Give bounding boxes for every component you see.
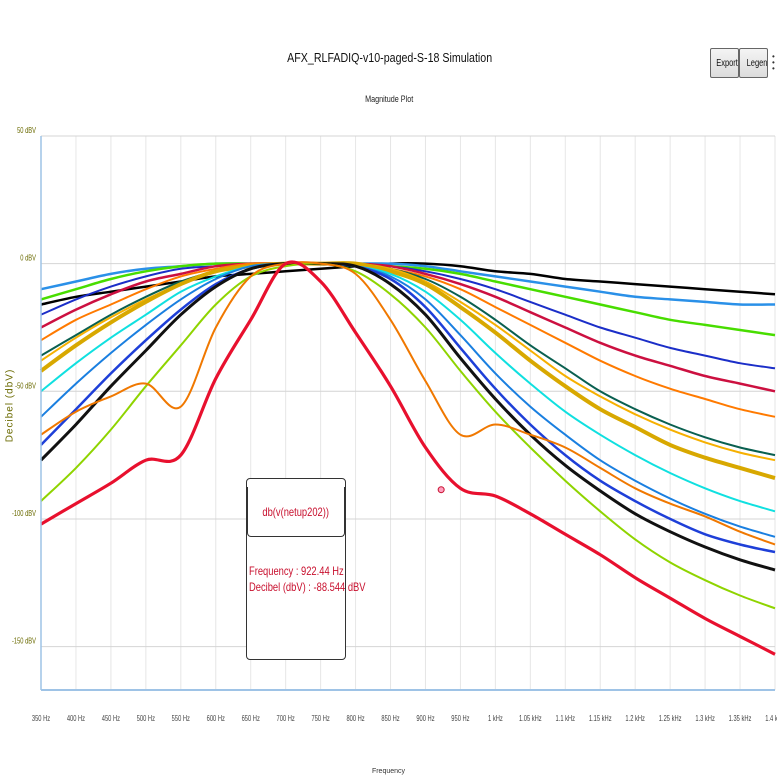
x-tick-label: 400 Hz: [67, 715, 86, 723]
tooltip-frequency: Frequency : 922.44 Hz: [249, 564, 344, 578]
y-axis-label: Decibel (dbV): [4, 368, 16, 443]
x-tick-label: 700 Hz: [277, 715, 296, 723]
series-line[interactable]: [40, 262, 776, 457]
chart-grid: [40, 135, 776, 690]
chart-axis: 350 Hz 400 Hz 450 Hz 500 Hz 550 Hz 600 Hz 650 …: [12, 127, 777, 723]
x-axis-label: Frequency: [371, 768, 406, 775]
x-tick-label: 900 Hz: [416, 715, 435, 723]
x-tick-label: 550 Hz: [172, 715, 191, 723]
legend-info-label: Legend Info: [746, 58, 768, 69]
chart-title: AFX_RLFADIQ-v10-paged-S-18 Simulation: [287, 50, 493, 65]
y-tick-label: -150 dBV: [12, 638, 36, 646]
x-tick-label: 1.35 kHz: [729, 715, 752, 723]
x-tick-label: 600 Hz: [207, 715, 226, 723]
export-all-label: Export all: [716, 58, 738, 69]
overflow-menu-icon[interactable]: • • •: [772, 52, 775, 73]
x-tick-label: 850 Hz: [381, 715, 400, 723]
series-line[interactable]: [40, 262, 776, 393]
cursor-tooltip: db(v(netup202)) Frequency : 922.44 Hz De…: [246, 478, 366, 660]
x-tick-label: 1.15 kHz: [589, 715, 612, 723]
cursor-marker: [437, 486, 445, 494]
y-tick-label: -100 dBV: [12, 510, 36, 518]
series-line[interactable]: [40, 262, 776, 306]
series-line[interactable]: [40, 262, 776, 337]
chart-series: [39, 260, 776, 656]
tooltip-header: db(v(netup202)): [247, 487, 345, 537]
series-line[interactable]: [40, 260, 776, 656]
tooltip-trace-name: db(v(netup202)): [262, 504, 330, 519]
tooltip-values: Frequency : 922.44 Hz Decibel (dbV) : -8…: [249, 563, 366, 595]
x-tick-label: 1.2 kHz: [625, 715, 645, 723]
series-line[interactable]: [40, 262, 776, 610]
x-tick-label: 350 Hz: [32, 715, 51, 723]
tooltip-decibel: Decibel (dbV) : -88.544 dBV: [249, 580, 366, 594]
x-tick-label: 1.25 kHz: [659, 715, 682, 723]
x-tick-label: 1.05 kHz: [519, 715, 542, 723]
x-tick-label: 1 kHz: [488, 715, 503, 723]
x-tick-label: 750 Hz: [311, 715, 330, 723]
legend-info-button[interactable]: Legend Info: [739, 48, 768, 78]
x-tick-label: 1.3 kHz: [695, 715, 715, 723]
chart-subtitle: Magnitude Plot: [365, 94, 414, 104]
y-tick-label: 0 dBV: [20, 255, 36, 263]
series-line[interactable]: [40, 262, 776, 513]
x-tick-label: 500 Hz: [137, 715, 156, 723]
x-tick-label: 1.4 kHz: [765, 715, 777, 723]
y-tick-label: -50 dBV: [15, 383, 36, 391]
x-tick-label: 450 Hz: [102, 715, 121, 723]
x-tick-label: 950 Hz: [451, 715, 470, 723]
series-line[interactable]: [40, 261, 776, 554]
series-line[interactable]: [40, 261, 776, 546]
series-line[interactable]: [39, 261, 776, 572]
y-tick-label: 50 dBV: [17, 127, 36, 135]
x-tick-label: 650 Hz: [242, 715, 261, 723]
export-all-button[interactable]: Export all: [710, 48, 739, 78]
series-line[interactable]: [39, 261, 776, 481]
series-line[interactable]: [40, 262, 776, 538]
x-tick-label: 1.1 kHz: [556, 715, 576, 723]
x-tick-label: 800 Hz: [346, 715, 365, 723]
